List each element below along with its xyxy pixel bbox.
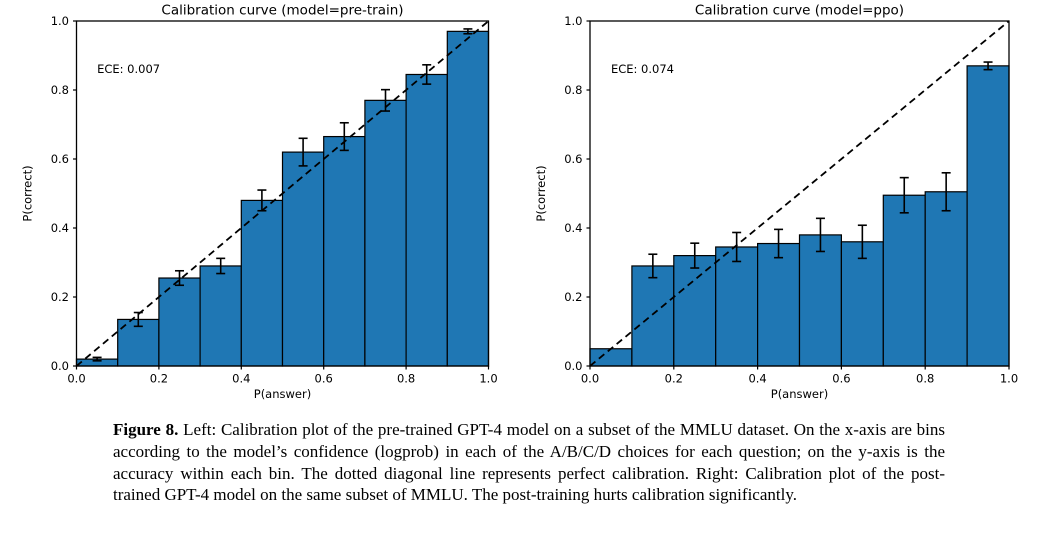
error-bar [648, 253, 658, 279]
error-bar [133, 311, 143, 328]
calibration-chart-ppo: 0.0 0.2 0.4 0.6 0.8 1.0 0.0 0.2 0.4 0.6 0.8 1.0 Cali… [534, 3, 1018, 402]
calibration-bar [589, 348, 633, 367]
calibration-bar [840, 241, 884, 367]
y-tick-label: 0.0 [51, 359, 69, 373]
y-tick-label: 0.8 [564, 83, 582, 97]
error-bar [381, 88, 390, 112]
x-tick-label: 0.6 [832, 372, 850, 386]
y-tick-label: 1.0 [51, 14, 69, 28]
calibration-bar [323, 135, 366, 367]
error-bar [983, 61, 993, 71]
y-tick-label: 0.2 [564, 290, 582, 304]
calibration-bar [966, 65, 1010, 367]
error-bar [422, 64, 432, 85]
error-bar [298, 137, 308, 167]
perfect-calibration-line [589, 20, 1010, 367]
x-axis-label: P(answer) [771, 387, 828, 401]
y-tick-label: 0.2 [51, 290, 69, 304]
y-tick-label: 0.8 [51, 83, 69, 97]
x-axis-label: P(answer) [254, 387, 311, 401]
calibration-bar [446, 30, 490, 367]
calibration-bar [757, 242, 801, 367]
x-tick-label: 1.0 [1000, 372, 1018, 386]
x-tick-label: 0.4 [232, 372, 250, 386]
calibration-charts: 0.0 0.2 0.4 0.6 0.8 1.0 0.0 0.2 0.4 0.6 0.8 1.0 Cali… [21, 3, 1019, 402]
y-tick-label: 0.6 [51, 152, 69, 166]
calibration-bar [673, 255, 717, 367]
error-bar [216, 257, 226, 275]
y-axis-label: P(correct) [21, 165, 35, 221]
calibration-bar [882, 194, 926, 367]
calibration-bar [631, 265, 675, 367]
error-bar [690, 242, 700, 269]
calibration-bar [405, 73, 448, 367]
x-tick-label: 0.2 [150, 372, 168, 386]
error-bar [339, 121, 349, 152]
calibration-bar [364, 99, 407, 367]
calibration-bar [240, 199, 284, 367]
ece-annotation: ECE: 0.007 [97, 62, 160, 76]
x-tick-label: 0.0 [581, 372, 599, 386]
error-bar [92, 356, 102, 362]
error-bar [732, 231, 742, 263]
calibration-bar [798, 234, 843, 367]
calibration-bar [924, 191, 968, 367]
calibration-bar [281, 151, 325, 367]
figure-caption: Figure 8. Left: Calibration plot of the … [113, 419, 945, 506]
perfect-calibration-line [75, 20, 490, 367]
calibration-bar [199, 265, 242, 367]
plot-box [589, 20, 1010, 367]
caption-text: Left: Calibration plot of the pre-traine… [113, 420, 945, 505]
error-bar [463, 28, 473, 35]
calibration-chart-pretrain: 0.0 0.2 0.4 0.6 0.8 1.0 0.0 0.2 0.4 0.6 0.8 1.0 Cali… [21, 3, 498, 402]
x-tick-label: 0.2 [665, 372, 683, 386]
calibration-bar [715, 246, 759, 367]
error-bar [815, 217, 825, 253]
y-tick-label: 0.4 [51, 221, 69, 235]
error-bar [175, 269, 184, 287]
x-tick-label: 0.8 [397, 372, 415, 386]
caption-label: Figure 8. [113, 420, 179, 439]
error-bar [774, 228, 784, 259]
x-tick-label: 0.6 [315, 372, 333, 386]
y-axis-label: P(correct) [534, 165, 548, 221]
chart-title: Calibration curve (model=ppo) [695, 3, 904, 19]
y-tick-label: 1.0 [564, 14, 582, 28]
y-tick-label: 0.6 [564, 152, 582, 166]
y-tick-label: 0.4 [564, 221, 582, 235]
x-tick-label: 0.4 [748, 372, 766, 386]
ece-annotation: ECE: 0.074 [611, 62, 674, 76]
error-bar [257, 189, 267, 212]
x-tick-label: 0.8 [916, 372, 934, 386]
x-tick-label: 1.0 [479, 372, 497, 386]
chart-title: Calibration curve (model=pre-train) [161, 3, 403, 19]
error-bar [857, 224, 867, 260]
x-tick-label: 0.0 [67, 372, 85, 386]
error-bar [899, 176, 909, 214]
y-tick-label: 0.0 [564, 359, 582, 373]
plot-box [75, 20, 490, 367]
error-bar [941, 172, 951, 212]
